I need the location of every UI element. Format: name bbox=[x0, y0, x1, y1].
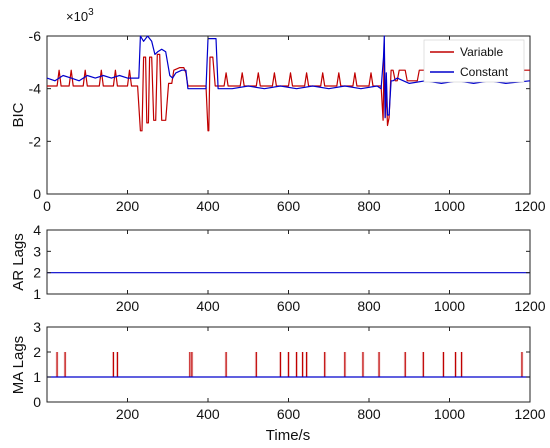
x-tick-label: 1200 bbox=[514, 298, 545, 314]
ma-lags-ticks: 200 400 600 800 1000 1200 0 1 2 3 bbox=[33, 319, 546, 422]
y-tick-label: 0 bbox=[33, 186, 41, 202]
y-tick-label: 0 bbox=[33, 394, 41, 410]
x-tick-label: 200 bbox=[116, 198, 140, 214]
bic-y-label: BIC bbox=[10, 102, 27, 127]
ar-lags-y-label: AR Lags bbox=[10, 233, 27, 291]
x-tick-label: 1200 bbox=[514, 406, 545, 422]
y-tick-label: -6 bbox=[29, 28, 42, 44]
x-tick-label: 800 bbox=[357, 406, 381, 422]
x-tick-label: 1000 bbox=[434, 406, 465, 422]
x-tick-label: 400 bbox=[196, 406, 220, 422]
y-tick-label: 3 bbox=[33, 243, 41, 259]
bic-legend: Variable Constant bbox=[423, 39, 525, 83]
x-tick-label: 800 bbox=[357, 198, 381, 214]
x-tick-label: 1000 bbox=[434, 198, 465, 214]
bic-panel: 0 200 400 600 800 1000 1200 -6 -4 -2 0 BIC ×103 Va… bbox=[10, 7, 546, 214]
series-line-constant bbox=[46, 35, 531, 119]
y-tick-label: 1 bbox=[33, 286, 41, 302]
x-tick-label: 1200 bbox=[514, 198, 545, 214]
y-tick-label: 2 bbox=[33, 265, 41, 281]
series-line-variable bbox=[47, 43, 530, 132]
ma-lags-series-group bbox=[47, 352, 530, 378]
ar-lags-ticks: 200 400 600 800 1000 1200 1 2 3 4 bbox=[33, 222, 546, 314]
ma-lags-y-label: MA Lags bbox=[10, 336, 27, 394]
x-tick-label: 200 bbox=[116, 298, 140, 314]
bic-scale-label: ×103 bbox=[66, 7, 94, 24]
x-tick-label: 400 bbox=[196, 198, 220, 214]
legend-box bbox=[423, 39, 525, 83]
ma-lags-panel: 200 400 600 800 1000 1200 0 1 2 3 MA Lags Time/s bbox=[10, 319, 546, 444]
y-tick-label: -4 bbox=[29, 81, 42, 97]
bic-series-group bbox=[46, 35, 531, 132]
y-tick-label: 4 bbox=[33, 222, 41, 238]
y-tick-label: 3 bbox=[33, 319, 41, 335]
x-tick-label: 400 bbox=[196, 298, 220, 314]
x-tick-label: 0 bbox=[43, 198, 51, 214]
ar-lags-panel: 200 400 600 800 1000 1200 1 2 3 4 AR Lags bbox=[10, 222, 546, 314]
x-tick-label: 600 bbox=[277, 298, 301, 314]
ar-lags-plot-area bbox=[46, 229, 531, 295]
x-axis-label: Time/s bbox=[266, 427, 310, 444]
x-tick-label: 200 bbox=[116, 406, 140, 422]
x-tick-label: 1000 bbox=[434, 298, 465, 314]
x-tick-label: 600 bbox=[277, 406, 301, 422]
bic-scale-base: ×10 bbox=[66, 9, 88, 24]
legend-label-constant: Constant bbox=[460, 65, 509, 79]
y-tick-label: 2 bbox=[33, 344, 41, 360]
bic-scale-exponent: 3 bbox=[88, 7, 94, 18]
x-tick-label: 600 bbox=[277, 198, 301, 214]
bic-ticks: 0 200 400 600 800 1000 1200 -6 -4 -2 0 bbox=[29, 28, 546, 214]
legend-label-variable: Variable bbox=[460, 45, 503, 59]
x-tick-label: 800 bbox=[357, 298, 381, 314]
y-tick-label: -2 bbox=[29, 133, 42, 149]
y-tick-label: 1 bbox=[33, 369, 41, 385]
